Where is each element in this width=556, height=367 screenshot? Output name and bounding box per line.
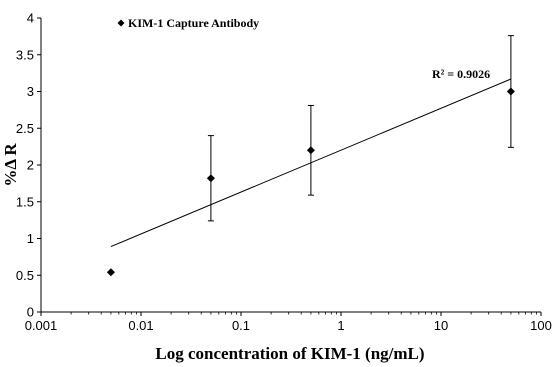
data-point — [206, 174, 215, 183]
legend: KIM-1 Capture Antibody — [117, 16, 259, 30]
y-tick-label: 1.5 — [16, 194, 34, 209]
y-axis-title: %Δ R — [1, 143, 20, 187]
r-squared-annotation: R² = 0.9026 — [432, 67, 490, 81]
y-tick-label: 4 — [27, 11, 34, 26]
data-point — [106, 268, 115, 277]
x-tick-label: 0.1 — [232, 318, 250, 333]
x-tick-label: 1 — [337, 318, 344, 333]
data-point — [506, 87, 515, 96]
y-tick-label: 2.5 — [16, 121, 34, 136]
y-tick-label: 0.5 — [16, 268, 34, 283]
x-axis-title: Log concentration of KIM-1 (ng/mL) — [155, 344, 424, 363]
data-points — [106, 35, 515, 277]
ticks: 0 0.5 1 1.5 2 2.5 3 3.5 4 0.001 0.01 0.1 1 10 100 — [16, 11, 552, 334]
y-tick-label: 0 — [27, 305, 34, 320]
axes — [40, 18, 541, 313]
data-point — [306, 146, 315, 155]
x-tick-label: 10 — [434, 318, 448, 333]
y-tick-label: 2 — [27, 158, 34, 173]
x-tick-label: 0.01 — [128, 318, 153, 333]
y-tick-label: 1 — [27, 231, 34, 246]
x-tick-label: 100 — [530, 318, 552, 333]
legend-label: KIM-1 Capture Antibody — [128, 16, 259, 30]
x-tick-label: 0.001 — [25, 318, 58, 333]
y-tick-label: 3.5 — [16, 47, 34, 62]
legend-marker — [117, 19, 125, 27]
y-tick-label: 3 — [27, 84, 34, 99]
